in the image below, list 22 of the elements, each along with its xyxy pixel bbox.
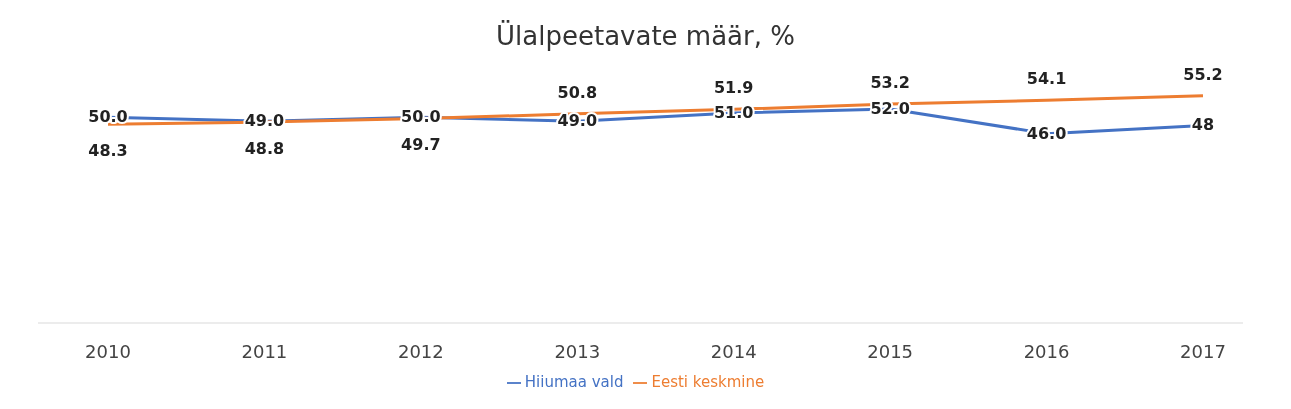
data-label: 54.1: [1026, 69, 1067, 89]
x-tick-label: 2016: [1023, 340, 1070, 362]
x-tick-label: 2014: [710, 340, 757, 362]
data-label: 51.0: [713, 103, 754, 123]
legend-label: Hiiumaa vald: [524, 373, 624, 391]
data-label: 50.8: [557, 82, 598, 102]
x-tick-label: 2013: [554, 340, 601, 362]
data-label: 48.8: [244, 139, 285, 159]
x-tick-label: 2012: [397, 340, 444, 362]
chart-title: Ülalpeetavate määr, %: [495, 19, 796, 53]
data-label: 48: [1191, 115, 1215, 135]
data-label: 49.7: [401, 135, 441, 155]
x-tick-label: 2011: [241, 340, 288, 362]
data-label: 53.2: [870, 72, 910, 92]
x-tick-label: 2010: [85, 340, 131, 362]
legend-label: Eesti keskmine: [651, 373, 765, 391]
data-label: 51.9: [713, 78, 754, 98]
data-label: 55.2: [1183, 64, 1223, 84]
data-label: 50.0: [88, 107, 128, 127]
x-tick-label: 2015: [867, 340, 914, 362]
data-label: 48.3: [88, 141, 128, 161]
x-tick-label: 2017: [1180, 340, 1226, 362]
